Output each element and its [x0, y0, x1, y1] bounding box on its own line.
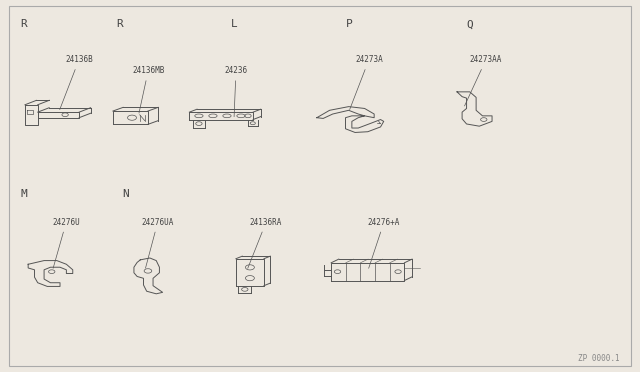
Text: R: R: [116, 19, 123, 29]
Text: R: R: [20, 19, 28, 29]
Text: 24136MB: 24136MB: [132, 66, 164, 113]
Text: 24236: 24236: [225, 66, 248, 117]
Text: 24276UA: 24276UA: [141, 218, 174, 268]
Text: Q: Q: [467, 19, 474, 29]
Text: 24276U: 24276U: [52, 218, 80, 268]
Text: 24273AA: 24273AA: [465, 55, 502, 106]
Text: P: P: [346, 19, 352, 29]
Text: 24276+A: 24276+A: [368, 218, 400, 268]
Text: ZP 0000.1: ZP 0000.1: [578, 355, 620, 363]
Text: L: L: [231, 19, 237, 29]
Text: M: M: [20, 189, 28, 199]
Text: N: N: [122, 189, 129, 199]
Text: 24136B: 24136B: [60, 55, 93, 110]
Text: 24273A: 24273A: [349, 55, 383, 110]
Text: 24136RA: 24136RA: [248, 218, 282, 268]
